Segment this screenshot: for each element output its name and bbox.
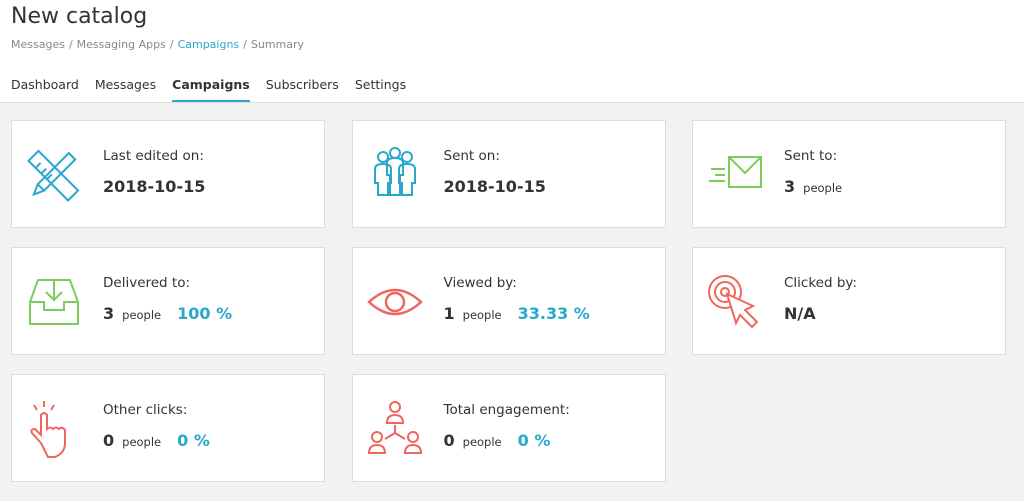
- tab[interactable]: Dashboard: [11, 77, 79, 92]
- stat-value: N/A: [784, 304, 816, 323]
- stat-percent: 100 %: [177, 304, 233, 323]
- stat-label: Clicked by:: [784, 275, 857, 291]
- stat-label: Sent to:: [784, 148, 838, 164]
- icon: [708, 275, 759, 329]
- stat-value: 0: [443, 431, 455, 450]
- tabs: Dashboard Messages Campaigns Subscribers Set…: [11, 77, 406, 102]
- breadcrumb[interactable]: Summary: [250, 38, 305, 51]
- stat-value-row: 0 people 0 %: [444, 431, 551, 450]
- stat-value: 3: [784, 177, 796, 196]
- stat-unit: people: [122, 435, 162, 449]
- breadcrumb[interactable]: Messages: [11, 38, 65, 51]
- page-title: New catalog: [11, 4, 148, 29]
- tab[interactable]: Subscribers: [265, 77, 339, 92]
- stat-unit: people: [122, 308, 162, 322]
- tab[interactable]: Messages: [94, 77, 157, 92]
- stat-percent: 0 %: [517, 431, 551, 450]
- breadcrumb-separator: /: [68, 38, 73, 51]
- stat-unit: people: [803, 181, 843, 195]
- stat-label: Delivered to:: [103, 275, 191, 291]
- stat-value: 0: [103, 431, 115, 450]
- stat-card: Sent on: 2018-10-15: [351, 120, 666, 228]
- stat-value-row: 2018-10-15: [103, 177, 205, 196]
- stat-card: Other clicks: 0 people 0 %: [11, 374, 325, 482]
- tab[interactable]: Campaigns: [172, 77, 250, 102]
- stat-card: Delivered to: 3 people 100 %: [11, 247, 325, 355]
- stat-label: Last edited on:: [103, 148, 204, 164]
- stat-percent: 33.33 %: [517, 304, 590, 323]
- stat-value: 1: [443, 304, 455, 323]
- stat-card: Sent to: 3 people: [692, 120, 1006, 228]
- breadcrumb[interactable]: Messaging Apps: [76, 38, 166, 51]
- stat-value: 2018-10-15: [443, 177, 546, 196]
- icon: [366, 288, 423, 316]
- stat-value: 2018-10-15: [103, 177, 206, 196]
- stat-value-row: N/A: [784, 304, 816, 323]
- tab[interactable]: Settings: [354, 77, 407, 92]
- icon: [709, 156, 762, 188]
- stat-label: Sent on:: [443, 148, 500, 164]
- header: New catalog Messages / Messaging Apps / Camp…: [0, 0, 1024, 103]
- stat-label: Viewed by:: [443, 275, 517, 291]
- icon: [373, 147, 416, 196]
- stat-unit: people: [462, 308, 502, 322]
- stat-value-row: 0 people 0 %: [103, 431, 210, 450]
- stat-label: Other clicks:: [103, 402, 188, 418]
- stat-card: Viewed by: 1 people 33.33 %: [351, 247, 666, 355]
- breadcrumb[interactable]: Campaigns: [177, 38, 240, 51]
- stat-value: 3: [103, 304, 115, 323]
- stat-value-row: 2018-10-15: [444, 177, 546, 196]
- stat-value-row: 1 people 33.33 %: [444, 304, 590, 323]
- stat-label: Total engagement:: [443, 402, 570, 418]
- stat-percent: 0 %: [177, 431, 210, 450]
- icon: [367, 401, 422, 454]
- icon: [29, 279, 79, 325]
- stat-card: Total engagement: 0 people 0 %: [351, 374, 666, 482]
- icon: [27, 149, 80, 202]
- stat-value-row: 3 people 100 %: [103, 304, 232, 323]
- icon: [30, 401, 66, 458]
- stat-value-row: 3 people: [784, 177, 842, 196]
- stat-card: Last edited on: 2018-10-15: [11, 120, 325, 228]
- breadcrumb-separator: /: [169, 38, 174, 51]
- breadcrumbs: Messages / Messaging Apps / Campaigns / Summar…: [11, 38, 308, 51]
- stat-unit: people: [462, 435, 502, 449]
- stat-card: Clicked by: N/A: [692, 247, 1006, 355]
- breadcrumb-separator: /: [243, 38, 247, 51]
